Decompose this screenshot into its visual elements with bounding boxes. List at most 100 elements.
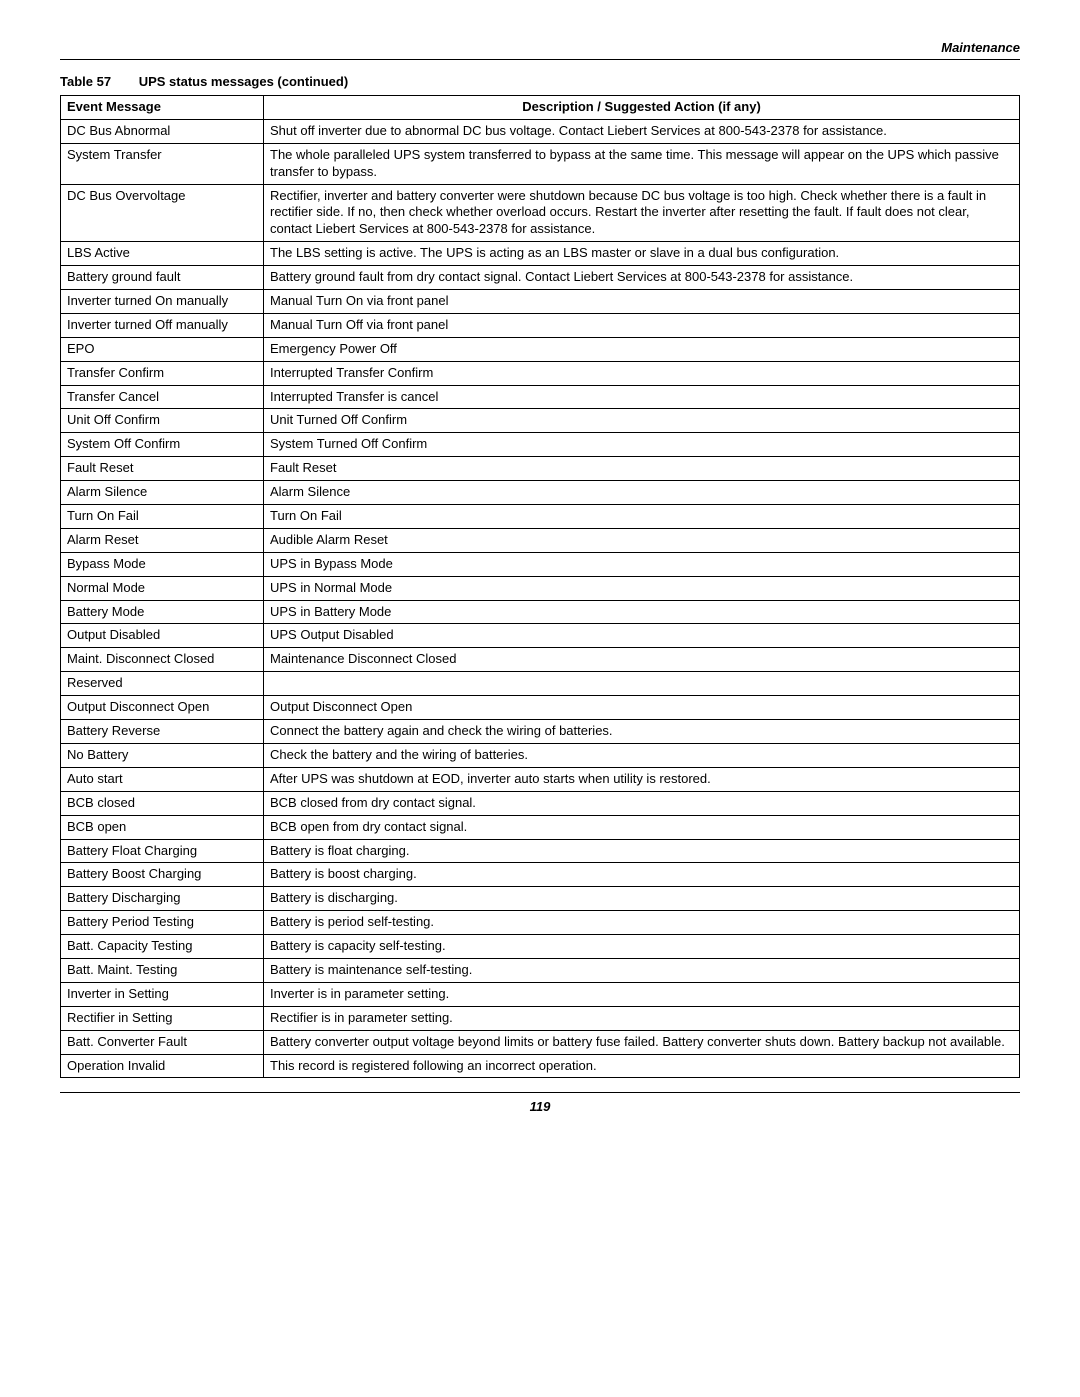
- cell-event: Battery Mode: [61, 600, 264, 624]
- cell-desc: Inverter is in parameter setting.: [264, 982, 1020, 1006]
- table-row: BCB openBCB open from dry contact signal…: [61, 815, 1020, 839]
- cell-desc: Battery is discharging.: [264, 887, 1020, 911]
- table-row: Transfer CancelInterrupted Transfer is c…: [61, 385, 1020, 409]
- cell-event: Output Disconnect Open: [61, 696, 264, 720]
- cell-event: System Transfer: [61, 143, 264, 184]
- cell-desc: Battery is float charging.: [264, 839, 1020, 863]
- cell-event: Alarm Reset: [61, 528, 264, 552]
- page-footer: 119: [60, 1092, 1020, 1114]
- cell-desc: The LBS setting is active. The UPS is ac…: [264, 242, 1020, 266]
- cell-event: Transfer Confirm: [61, 361, 264, 385]
- table-row: Normal ModeUPS in Normal Mode: [61, 576, 1020, 600]
- cell-event: Batt. Maint. Testing: [61, 958, 264, 982]
- cell-desc: Manual Turn On via front panel: [264, 290, 1020, 314]
- table-row: Output DisabledUPS Output Disabled: [61, 624, 1020, 648]
- table-row: Auto startAfter UPS was shutdown at EOD,…: [61, 767, 1020, 791]
- table-row: Battery Float ChargingBattery is float c…: [61, 839, 1020, 863]
- cell-desc: Battery is maintenance self-testing.: [264, 958, 1020, 982]
- table-row: Battery ModeUPS in Battery Mode: [61, 600, 1020, 624]
- table-row: Maint. Disconnect ClosedMaintenance Disc…: [61, 648, 1020, 672]
- table-row: DC Bus AbnormalShut off inverter due to …: [61, 119, 1020, 143]
- cell-event: Maint. Disconnect Closed: [61, 648, 264, 672]
- cell-event: No Battery: [61, 743, 264, 767]
- cell-event: Batt. Converter Fault: [61, 1030, 264, 1054]
- cell-desc: Battery is boost charging.: [264, 863, 1020, 887]
- cell-desc: Battery ground fault from dry contact si…: [264, 266, 1020, 290]
- cell-desc: Fault Reset: [264, 457, 1020, 481]
- table-caption: Table 57 UPS status messages (continued): [60, 74, 1020, 89]
- cell-event: Rectifier in Setting: [61, 1006, 264, 1030]
- cell-desc: Output Disconnect Open: [264, 696, 1020, 720]
- cell-desc: Manual Turn Off via front panel: [264, 313, 1020, 337]
- cell-desc: This record is registered following an i…: [264, 1054, 1020, 1078]
- col-header-desc: Description / Suggested Action (if any): [264, 96, 1020, 120]
- cell-desc: Interrupted Transfer is cancel: [264, 385, 1020, 409]
- cell-desc: Battery is capacity self-testing.: [264, 935, 1020, 959]
- cell-event: DC Bus Overvoltage: [61, 184, 264, 242]
- cell-event: EPO: [61, 337, 264, 361]
- cell-desc: After UPS was shutdown at EOD, inverter …: [264, 767, 1020, 791]
- cell-event: Transfer Cancel: [61, 385, 264, 409]
- table-row: Transfer ConfirmInterrupted Transfer Con…: [61, 361, 1020, 385]
- cell-event: Turn On Fail: [61, 505, 264, 529]
- section-title: Maintenance: [941, 40, 1020, 55]
- table-row: Inverter turned On manuallyManual Turn O…: [61, 290, 1020, 314]
- cell-desc: Connect the battery again and check the …: [264, 720, 1020, 744]
- cell-event: Output Disabled: [61, 624, 264, 648]
- cell-event: System Off Confirm: [61, 433, 264, 457]
- cell-event: Battery Discharging: [61, 887, 264, 911]
- table-row: Output Disconnect OpenOutput Disconnect …: [61, 696, 1020, 720]
- table-row: Battery ground faultBattery ground fault…: [61, 266, 1020, 290]
- cell-desc: Rectifier is in parameter setting.: [264, 1006, 1020, 1030]
- table-row: Reserved: [61, 672, 1020, 696]
- cell-desc: Maintenance Disconnect Closed: [264, 648, 1020, 672]
- table-row: Fault ResetFault Reset: [61, 457, 1020, 481]
- table-number: Table 57: [60, 74, 111, 89]
- cell-event: BCB open: [61, 815, 264, 839]
- table-row: Battery ReverseConnect the battery again…: [61, 720, 1020, 744]
- cell-desc: BCB closed from dry contact signal.: [264, 791, 1020, 815]
- table-row: BCB closedBCB closed from dry contact si…: [61, 791, 1020, 815]
- cell-desc: Battery converter output voltage beyond …: [264, 1030, 1020, 1054]
- table-row: Battery DischargingBattery is dischargin…: [61, 887, 1020, 911]
- table-row: DC Bus OvervoltageRectifier, inverter an…: [61, 184, 1020, 242]
- table-row: Alarm ResetAudible Alarm Reset: [61, 528, 1020, 552]
- cell-event: Battery Float Charging: [61, 839, 264, 863]
- cell-desc: Check the battery and the wiring of batt…: [264, 743, 1020, 767]
- cell-desc: Emergency Power Off: [264, 337, 1020, 361]
- cell-desc: The whole paralleled UPS system transfer…: [264, 143, 1020, 184]
- table-row: Battery Period TestingBattery is period …: [61, 911, 1020, 935]
- cell-desc: Turn On Fail: [264, 505, 1020, 529]
- cell-desc: Shut off inverter due to abnormal DC bus…: [264, 119, 1020, 143]
- table-row: No BatteryCheck the battery and the wiri…: [61, 743, 1020, 767]
- table-row: Alarm SilenceAlarm Silence: [61, 481, 1020, 505]
- cell-desc: System Turned Off Confirm: [264, 433, 1020, 457]
- table-title-text: UPS status messages (continued): [139, 74, 349, 89]
- table-row: Rectifier in SettingRectifier is in para…: [61, 1006, 1020, 1030]
- cell-desc: BCB open from dry contact signal.: [264, 815, 1020, 839]
- cell-event: Battery Reverse: [61, 720, 264, 744]
- cell-event: Inverter turned Off manually: [61, 313, 264, 337]
- cell-event: Reserved: [61, 672, 264, 696]
- col-header-event: Event Message: [61, 96, 264, 120]
- table-row: Batt. Converter FaultBattery converter o…: [61, 1030, 1020, 1054]
- cell-desc: Battery is period self-testing.: [264, 911, 1020, 935]
- table-row: Turn On FailTurn On Fail: [61, 505, 1020, 529]
- cell-event: Bypass Mode: [61, 552, 264, 576]
- cell-desc: UPS in Battery Mode: [264, 600, 1020, 624]
- cell-event: Inverter in Setting: [61, 982, 264, 1006]
- cell-event: Normal Mode: [61, 576, 264, 600]
- table-row: Operation InvalidThis record is register…: [61, 1054, 1020, 1078]
- cell-event: Operation Invalid: [61, 1054, 264, 1078]
- page-number: 119: [530, 1099, 551, 1114]
- cell-event: Battery ground fault: [61, 266, 264, 290]
- table-row: Battery Boost ChargingBattery is boost c…: [61, 863, 1020, 887]
- cell-event: Auto start: [61, 767, 264, 791]
- table-row: System TransferThe whole paralleled UPS …: [61, 143, 1020, 184]
- cell-desc: UPS in Bypass Mode: [264, 552, 1020, 576]
- table-row: Bypass ModeUPS in Bypass Mode: [61, 552, 1020, 576]
- table-row: Inverter turned Off manuallyManual Turn …: [61, 313, 1020, 337]
- cell-event: Battery Boost Charging: [61, 863, 264, 887]
- cell-event: Inverter turned On manually: [61, 290, 264, 314]
- cell-event: LBS Active: [61, 242, 264, 266]
